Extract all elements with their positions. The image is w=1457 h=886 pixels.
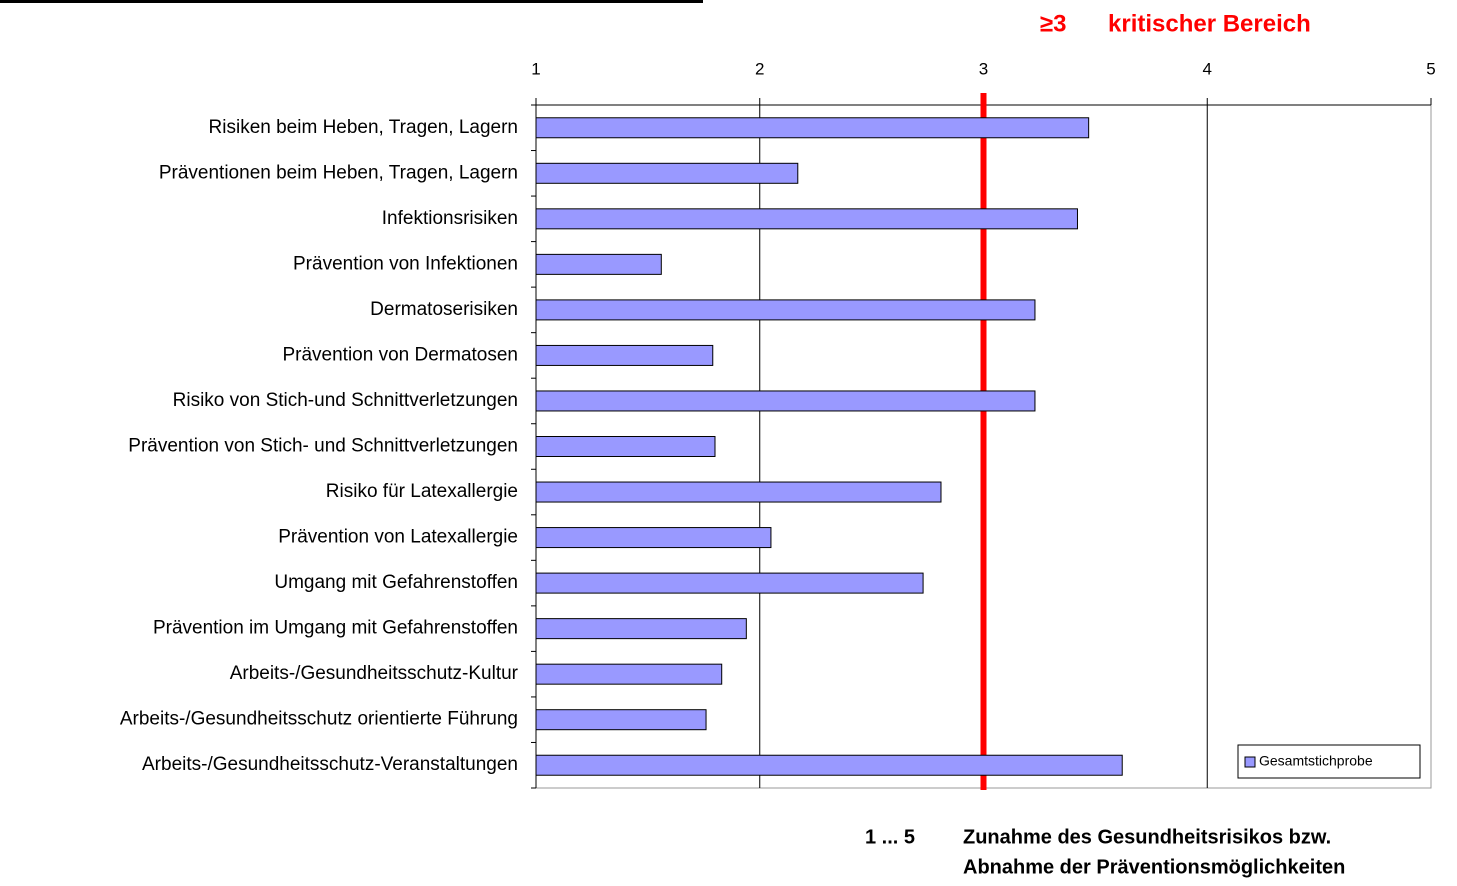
top-rule (0, 0, 703, 3)
threshold-label: ≥3 (1040, 10, 1067, 37)
footnote-line: Zunahme des Gesundheitsrisikos bzw. (963, 826, 1331, 848)
y-tick-label: Arbeits-/Gesundheitsschutz-Veranstaltung… (142, 754, 518, 775)
bar (535, 390, 1036, 412)
y-tick-label: Dermatoserisiken (370, 299, 518, 320)
threshold-text: kritischer Bereich (1108, 10, 1311, 37)
x-tick-label: 3 (979, 59, 988, 78)
y-tick-label: Prävention von Dermatosen (282, 344, 518, 365)
x-tick-label: 1 (531, 59, 540, 78)
legend-swatch (1244, 756, 1256, 768)
x-tick-label: 5 (1426, 59, 1435, 78)
bar (535, 481, 942, 503)
bar (535, 709, 707, 731)
bar (535, 618, 747, 640)
bar (535, 117, 1090, 139)
y-tick-label: Arbeits-/Gesundheitsschutz orientierte F… (120, 709, 518, 730)
y-tick-label: Risiken beim Heben, Tragen, Lagern (209, 117, 518, 138)
footnote-line: Abnahme der Präventionsmöglichkeiten (963, 856, 1345, 878)
x-tick-label: 4 (1203, 59, 1212, 78)
y-tick-label: Prävention im Umgang mit Gefahrenstoffen (153, 618, 518, 639)
bar (535, 253, 662, 275)
bar (535, 162, 799, 184)
footnote-range: 1 ... 5 (865, 826, 915, 848)
y-tick-label: Prävention von Latexallergie (278, 527, 518, 548)
bar (535, 527, 772, 549)
legend-box (1237, 744, 1421, 779)
bar (535, 572, 924, 594)
y-tick-label: Prävention von Infektionen (293, 253, 518, 274)
legend-label: Gesamtstichprobe (1259, 753, 1373, 769)
bar (535, 436, 716, 457)
bar (535, 208, 1078, 230)
y-tick-label: Infektionsrisiken (382, 208, 518, 229)
bar (535, 663, 723, 685)
y-tick-label: Arbeits-/Gesundheitsschutz-Kultur (230, 663, 519, 684)
bar (535, 299, 1036, 321)
y-tick-label: Prävention von Stich- und Schnittverletz… (128, 436, 518, 457)
y-tick-label: Umgang mit Gefahrenstoffen (274, 572, 518, 593)
x-tick-label: 2 (755, 59, 764, 78)
y-tick-label: Risiko für Latexallergie (326, 481, 518, 502)
y-tick-label: Präventionen beim Heben, Tragen, Lagern (159, 162, 518, 183)
bar (535, 754, 1123, 776)
y-tick-label: Risiko von Stich-und Schnittverletzungen (173, 390, 518, 411)
bar (535, 344, 714, 366)
